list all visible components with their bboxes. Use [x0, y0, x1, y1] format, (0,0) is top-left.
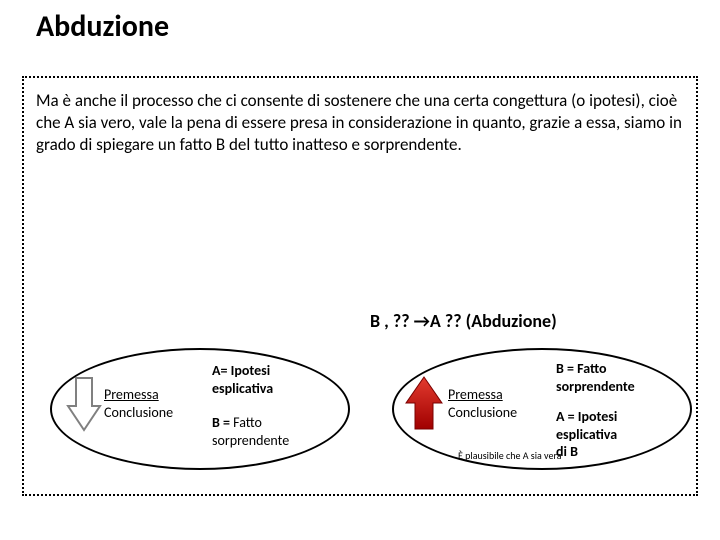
- premise-conclusion-left: Premessa Conclusione: [104, 386, 173, 422]
- arrow-down-icon: [66, 376, 102, 432]
- premise-conclusion-right: Premessa Conclusione: [448, 386, 517, 422]
- arrow-up-icon: [404, 375, 444, 431]
- premessa-label: Premessa: [104, 386, 173, 404]
- formula-heading: B , ?? →A ?? (Abduzione): [370, 310, 557, 332]
- page-title: Abduzione: [36, 8, 169, 45]
- left-b-label: B = Fatto sorprendente: [212, 414, 332, 449]
- conclusione-label: Conclusione: [104, 404, 173, 422]
- right-a-label: B = Fatto sorprendente: [556, 360, 686, 395]
- premessa-label: Premessa: [448, 386, 517, 404]
- conclusione-label: Conclusione: [448, 404, 517, 422]
- right-b-label: A = Ipotesi esplicativa di B: [556, 408, 686, 461]
- intro-paragraph: Ma è anche il processo che ci consente d…: [36, 90, 686, 156]
- left-a-label: A= Ipotesi esplicativa: [212, 362, 332, 397]
- footnote-text: È plausibile che A sia vera: [458, 450, 568, 462]
